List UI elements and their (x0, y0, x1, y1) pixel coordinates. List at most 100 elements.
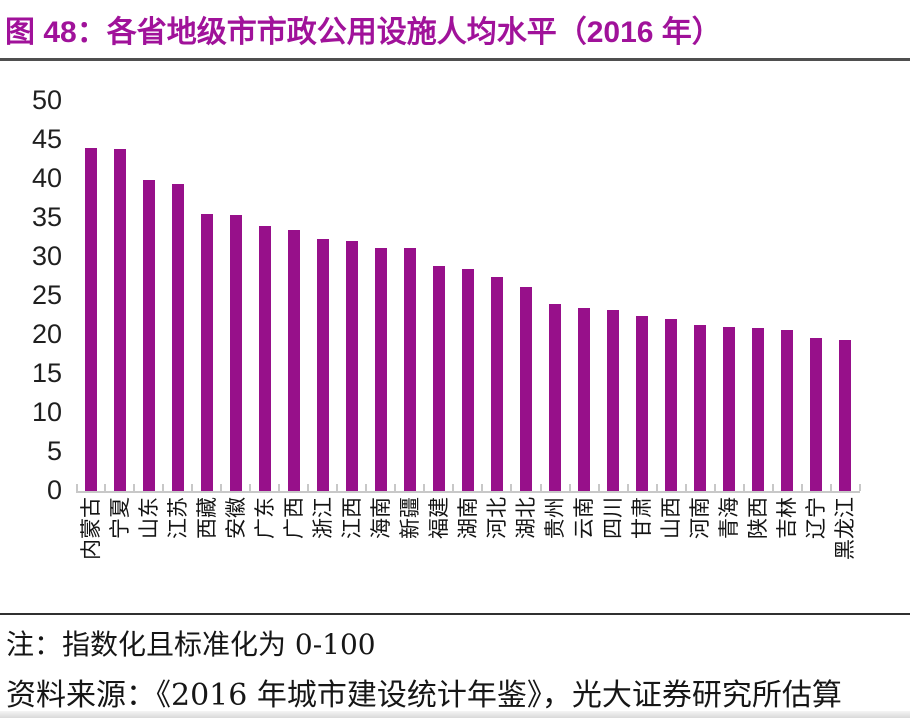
x-axis-label: 福建 (427, 497, 451, 539)
x-label-slot: 河北 (482, 493, 511, 613)
x-label-slot: 四川 (599, 493, 628, 613)
bar (461, 269, 474, 491)
x-axis-label: 山东 (137, 497, 161, 539)
bar-slot (424, 101, 455, 491)
bar-slot (395, 101, 426, 491)
bar-slot (279, 101, 310, 491)
x-label-slot: 贵州 (541, 493, 570, 613)
x-label-slot: 山东 (134, 493, 163, 613)
x-label-slot: 湖南 (453, 493, 482, 613)
x-label-slot: 宁夏 (105, 493, 134, 613)
x-axis-labels: 内蒙古 宁夏 山东 江苏 西藏 安徽 广东 广西 浙江 江西 海南 新疆 福建 湖南 河北 湖北 贵州 云南 四川甘… (76, 493, 860, 613)
bar (200, 214, 213, 491)
x-axis-label: 江苏 (166, 497, 190, 539)
bar-slot (337, 101, 368, 491)
plot-area (76, 101, 861, 493)
x-label-slot: 辽宁 (802, 493, 831, 613)
x-axis-label: 广东 (253, 497, 277, 539)
x-axis-label: 云南 (573, 497, 597, 539)
y-tick-label: 5 (46, 435, 62, 466)
x-label-slot: 浙江 (308, 493, 337, 613)
x-axis-label: 江西 (340, 497, 364, 539)
bar (403, 248, 416, 491)
x-label-slot: 湖北 (511, 493, 540, 613)
bar (113, 148, 126, 491)
x-axis-label: 吉林 (776, 497, 800, 539)
bar (374, 247, 387, 491)
bar (810, 338, 823, 491)
bar (578, 308, 591, 491)
bar-slot (686, 101, 716, 491)
bar (781, 330, 794, 491)
bar-slot (802, 101, 832, 491)
bar-slot (715, 101, 745, 491)
y-axis: 0 5 10 15 20 25 30 35 40 45 50 (0, 86, 76, 503)
x-label-slot: 河南 (686, 493, 715, 613)
bar-slot (192, 101, 223, 491)
source-note: 资料来源：《2016 年城市建设统计年鉴》，光大证券研究所估算 (6, 678, 842, 713)
bar-slot (134, 101, 165, 491)
x-label-slot: 广东 (250, 493, 279, 613)
chart-note: 注：指数化且标准化为 0-100 (6, 628, 376, 661)
x-axis-label: 辽宁 (805, 497, 829, 539)
x-axis-label: 青海 (718, 497, 742, 539)
x-axis-label: 河北 (485, 497, 509, 539)
x-label-slot: 安徽 (221, 493, 250, 613)
bar-slot (453, 101, 484, 491)
bar-slot (308, 101, 339, 491)
x-label-slot: 山西 (657, 493, 686, 613)
y-tick-label: 10 (31, 396, 62, 427)
y-tick-label: 30 (31, 240, 62, 271)
notes-divider (0, 613, 910, 615)
x-axis-label: 贵州 (544, 497, 568, 539)
x-label-slot: 陕西 (744, 493, 773, 613)
x-axis-label: 山西 (660, 497, 684, 539)
bar (752, 327, 765, 491)
x-label-slot: 广西 (279, 493, 308, 613)
bar (839, 340, 852, 491)
bar-slot (163, 101, 194, 491)
bar (316, 239, 329, 491)
bar-slot (366, 101, 397, 491)
bar (607, 310, 620, 491)
x-axis-label: 广西 (282, 497, 306, 539)
bar (84, 147, 97, 491)
bar-slot (657, 101, 687, 491)
x-label-slot: 新疆 (395, 493, 424, 613)
bar-slot (250, 101, 281, 491)
x-label-slot: 青海 (715, 493, 744, 613)
y-tick-label: 20 (31, 318, 62, 349)
x-axis-label: 内蒙古 (79, 497, 103, 560)
bar (171, 183, 184, 491)
bar (490, 277, 503, 491)
figure-title: 图 48：各省地级市市政公用设施人均水平（2016 年） (5, 16, 722, 49)
x-label-slot: 内蒙古 (76, 493, 105, 613)
bar (432, 266, 445, 491)
bar (694, 324, 707, 491)
bar (345, 241, 358, 491)
bar-slot (221, 101, 252, 491)
x-axis-label: 湖南 (456, 497, 480, 539)
bar (229, 214, 242, 491)
x-axis-label: 西藏 (195, 497, 219, 539)
bar-slot (570, 101, 600, 491)
bar-slot (831, 101, 861, 491)
bar-slot (511, 101, 542, 491)
bar (665, 318, 678, 491)
y-tick-label: 45 (31, 123, 62, 154)
bar (287, 229, 300, 491)
x-axis-label: 宁夏 (108, 497, 132, 539)
x-label-slot: 黑龙江 (831, 493, 860, 613)
bar-slot (599, 101, 629, 491)
y-tick-label: 35 (31, 201, 62, 232)
y-tick-label: 0 (46, 474, 62, 505)
bar-slot (744, 101, 774, 491)
x-label-slot: 海南 (366, 493, 395, 613)
x-label-slot: 江苏 (163, 493, 192, 613)
y-tick-label: 40 (31, 162, 62, 193)
x-label-slot: 福建 (424, 493, 453, 613)
x-label-slot: 西藏 (192, 493, 221, 613)
x-axis-label: 湖北 (514, 497, 538, 539)
bar-slot (482, 101, 513, 491)
y-tick-label: 15 (31, 357, 62, 388)
